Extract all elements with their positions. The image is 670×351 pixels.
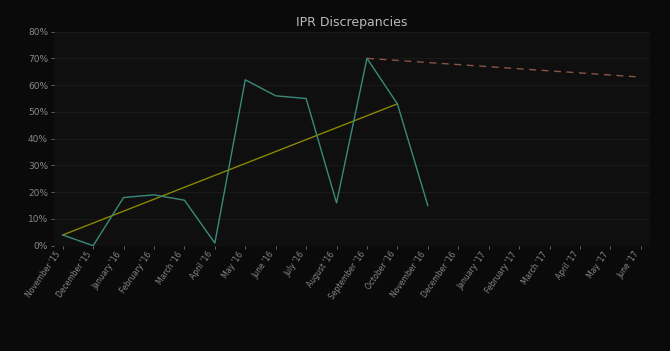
Title: IPR Discrepancies: IPR Discrepancies bbox=[296, 16, 407, 29]
IPR Discrepancies bbox=[302, 97, 310, 101]
IPR Discrepancies bbox=[271, 94, 279, 98]
IPR Discrepancies bbox=[211, 241, 219, 245]
IPR Discrepancies bbox=[241, 78, 249, 82]
IPR Discrepancies bbox=[89, 244, 97, 248]
IPR Discrepancies bbox=[424, 204, 432, 208]
Line: IPR Discrepancies: IPR Discrepancies bbox=[63, 58, 428, 246]
5% decrease in Discrepancies bbox=[636, 75, 645, 79]
IPR Discrepancies bbox=[363, 56, 371, 60]
5% decrease in Discrepancies bbox=[363, 56, 371, 60]
IPR Discrepancies bbox=[119, 196, 127, 200]
IPR Discrepancies bbox=[150, 193, 158, 197]
IPR Discrepancies bbox=[59, 233, 67, 237]
IPR Discrepancies bbox=[180, 198, 188, 202]
Trend bbox=[59, 233, 67, 237]
IPR Discrepancies bbox=[393, 102, 401, 106]
Line: 5% decrease in Discrepancies: 5% decrease in Discrepancies bbox=[367, 58, 641, 77]
Line: Trend: Trend bbox=[63, 104, 397, 235]
Trend bbox=[393, 102, 401, 106]
IPR Discrepancies bbox=[332, 201, 340, 205]
